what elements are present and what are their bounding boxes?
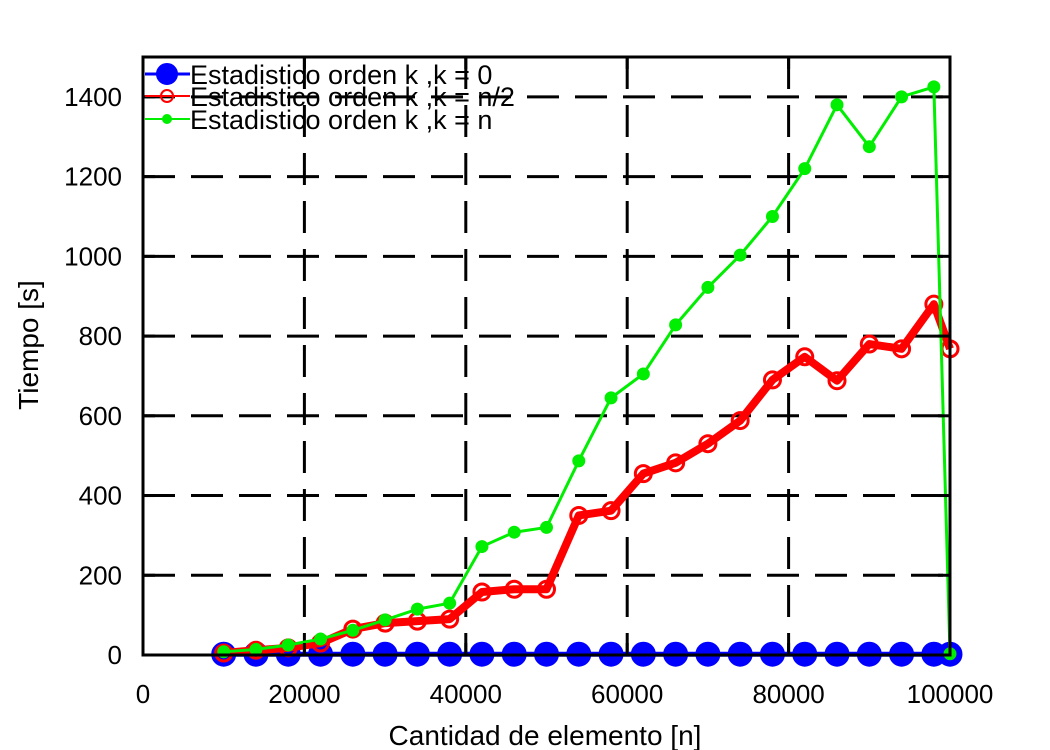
data-point (798, 162, 812, 176)
legend-entry-2: Estadistico orden k ,k = n/2 (145, 82, 515, 112)
data-point (475, 540, 489, 554)
data-point (472, 582, 492, 602)
series-2 (214, 294, 960, 663)
grid-lines (143, 57, 950, 655)
data-point (540, 520, 553, 534)
data-point (569, 505, 589, 525)
x-tick-label: 40000 (430, 679, 502, 709)
data-point (730, 411, 750, 431)
data-point (698, 434, 718, 454)
data-point (669, 318, 683, 332)
data-point (666, 453, 686, 473)
data-point (859, 334, 879, 354)
y-tick-label: 800 (79, 321, 122, 351)
data-point (507, 525, 521, 539)
data-point (633, 464, 653, 484)
data-point (443, 596, 457, 610)
data-point (762, 370, 782, 390)
data-point (537, 579, 556, 599)
series-line (223, 300, 954, 657)
data-point (601, 501, 621, 521)
data-point (249, 642, 263, 656)
data-point (927, 80, 941, 94)
data-point (314, 632, 328, 646)
series-3 (217, 80, 957, 661)
data-point (765, 209, 779, 223)
data-point (636, 367, 650, 381)
y-tick-label: 400 (79, 481, 122, 511)
axis-ticks: 0 20000 40000 60000 80000 100000 0 200 400 600 800… (64, 57, 993, 709)
data-point (378, 613, 392, 627)
data-point (862, 140, 876, 154)
legend-marker (162, 114, 172, 124)
y-tick-label: 0 (108, 640, 122, 670)
legend-entry-1: Estadistico orden k ,k = 0 (145, 60, 492, 90)
data-point (924, 294, 944, 314)
data-point (895, 90, 909, 104)
data-point (440, 609, 460, 629)
legend-marker (156, 63, 178, 85)
legend-label: Estadistico orden k ,k = n/2 (190, 82, 515, 112)
y-tick-label: 1200 (64, 162, 122, 192)
legend-label: Estadistico orden k ,k = n (190, 105, 492, 135)
data-point (795, 347, 815, 367)
series-group (211, 80, 963, 667)
data-point (572, 454, 586, 468)
x-tick-label: 80000 (752, 679, 824, 709)
data-point (346, 623, 360, 637)
data-point (701, 280, 715, 294)
legend-entry-3: Estadistico orden k ,k = n (145, 105, 492, 135)
y-axis-title: Tiempo [s] (13, 280, 44, 410)
y-tick-label: 1000 (64, 241, 122, 271)
data-point (281, 638, 295, 652)
data-point (504, 579, 524, 599)
data-point (214, 643, 234, 663)
y-tick-label: 600 (79, 401, 122, 431)
y-tick-label: 200 (79, 560, 122, 590)
x-tick-label: 0 (136, 679, 150, 709)
x-tick-label: 100000 (907, 679, 994, 709)
y-tick-label: 1400 (64, 82, 122, 112)
data-point (892, 339, 912, 359)
data-point (410, 602, 424, 616)
plot-frame (141, 55, 952, 657)
data-point (830, 98, 844, 112)
legend-marker (160, 89, 174, 103)
x-tick-label: 20000 (268, 679, 340, 709)
data-point (733, 248, 747, 262)
x-axis-title: Cantidad de elemento [n] (389, 720, 702, 750)
x-tick-label: 60000 (591, 679, 663, 709)
legend-label: Estadistico orden k ,k = 0 (190, 60, 492, 90)
data-point (604, 391, 618, 405)
data-point (827, 371, 847, 391)
